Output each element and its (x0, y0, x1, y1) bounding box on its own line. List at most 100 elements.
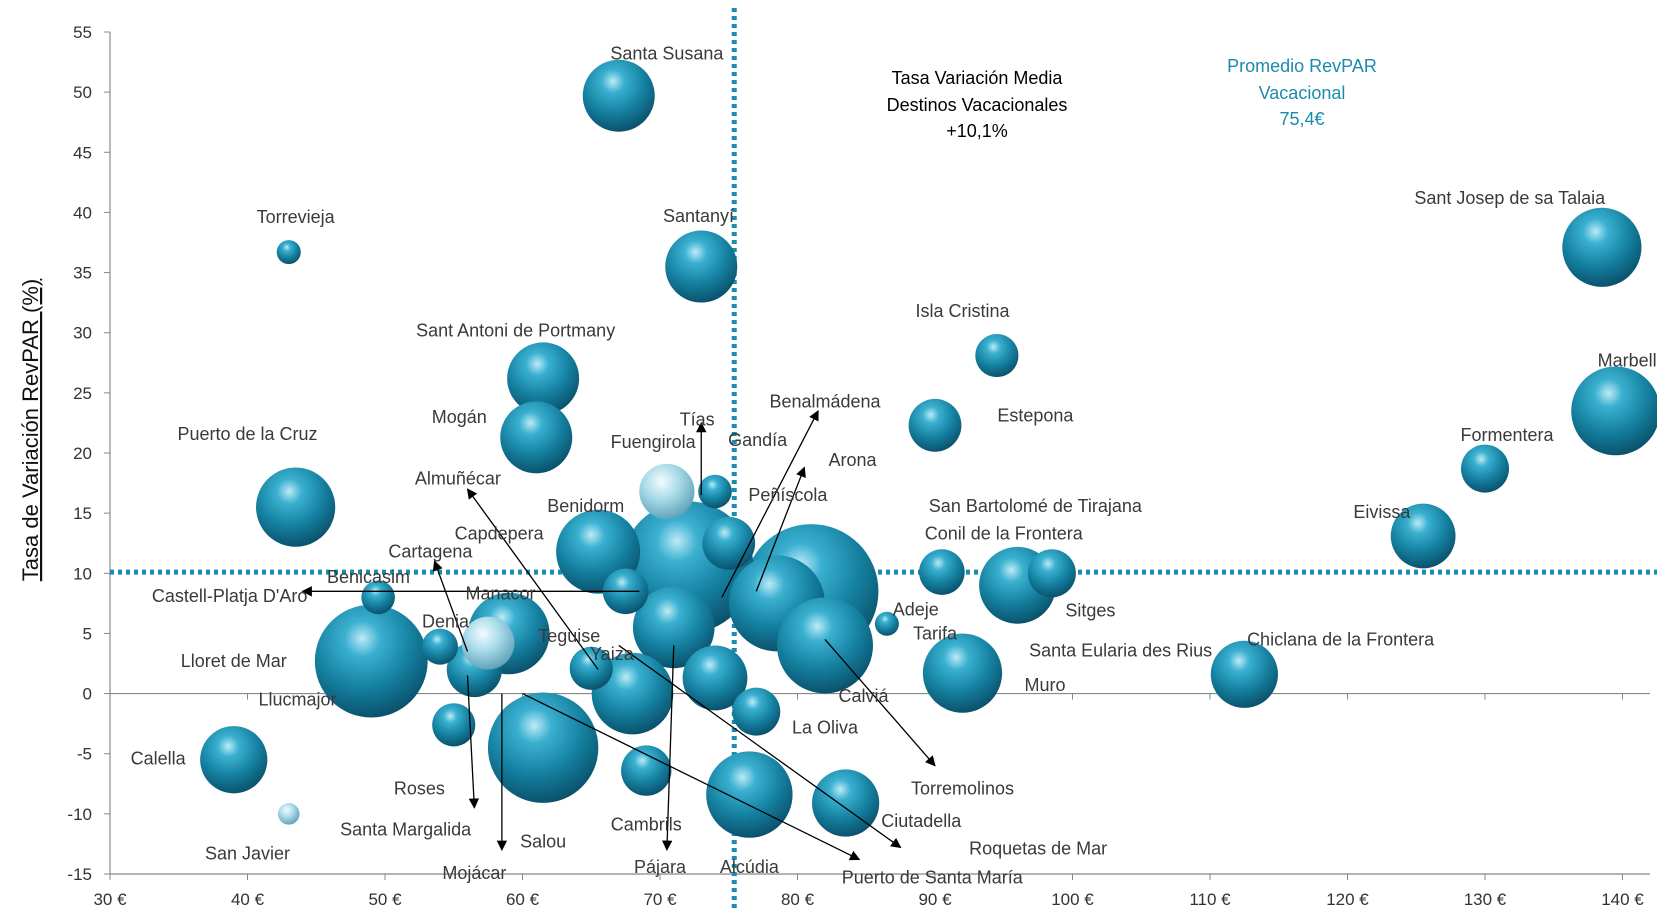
bubble-label: Puerto de Santa María (842, 868, 1024, 888)
bubble-label: Adeje (893, 599, 939, 619)
label-arrow (661, 645, 675, 851)
y-tick-label: -5 (77, 745, 92, 764)
bubble-label: Torremolinos (911, 779, 1014, 799)
label-arrow (466, 488, 599, 670)
label-arrow (824, 639, 936, 767)
bubble-torrevieja (276, 240, 301, 265)
bubble-label: Santanyí (663, 206, 734, 226)
bubble-calella (200, 726, 268, 794)
bubble-label: Lloret de Mar (181, 651, 287, 671)
bubble-label: Mogán (432, 407, 487, 427)
bubble-label: Santa Eularia des Rius (1029, 640, 1212, 660)
y-tick-label: 25 (73, 384, 92, 403)
bubble-sant-antoni-de-portmany (507, 342, 580, 415)
bubble-label: Sitges (1065, 601, 1115, 621)
label-arrow (721, 409, 819, 598)
bubble-calvi- (777, 597, 873, 694)
y-tick-label: 35 (73, 264, 92, 283)
bubble-label: Alcúdia (720, 857, 780, 877)
y-axis-ticks: -15 -10 -5 0 5 10 15 20 25 30 35 40 45 50 55 (67, 23, 110, 884)
bubble-label: Capdepera (455, 524, 545, 544)
x-tick-label: 70 € (643, 890, 677, 909)
bubble-label: Salou (520, 832, 566, 852)
bubble-puerto-de-la-cruz (256, 467, 336, 547)
y-tick-label: 0 (83, 685, 92, 704)
x-tick-label: 30 € (93, 890, 127, 909)
bubble-cambrils (621, 745, 672, 796)
average-variation-line-1: Tasa Variación Media (892, 68, 1064, 88)
bubble-salou (487, 692, 599, 803)
bubble-tarifa (922, 633, 1003, 713)
bubble-label: Gandía (728, 430, 788, 450)
label-arrow (522, 692, 861, 861)
average-revpar-annotation: Promedio RevPAR Vacacional 75,4€ (1227, 56, 1377, 129)
bubble-label: Cambrils (611, 815, 682, 835)
bubble-label: Conil de la Frontera (925, 524, 1084, 544)
bubble-label: Fuengirola (611, 432, 697, 452)
bubble-pe-scola (702, 516, 756, 570)
x-tick-label: 40 € (231, 890, 265, 909)
bubble-eivissa (1390, 503, 1456, 569)
bubble-label: Yaiza (590, 644, 635, 664)
bubble-label: Formentera (1460, 425, 1554, 445)
bubble-alc-dia (706, 751, 793, 838)
bubble-label: Calviá (838, 686, 889, 706)
label-arrow (618, 644, 902, 849)
bubble-label: Isla Cristina (915, 301, 1010, 321)
bubble-teguise (632, 586, 715, 669)
bubble-label: Chiclana de la Frontera (1247, 629, 1435, 649)
x-axis-ticks: 30 € 40 € 50 € 60 € 70 € 80 € 90 € 100 € 110 € 12… (93, 693, 1644, 909)
bubble-label: Roquetas de Mar (969, 839, 1107, 859)
bubble-conil-de-la-frontera (919, 549, 965, 595)
bubble-cartagena (422, 628, 458, 665)
label-arrow (755, 466, 806, 592)
bubble-yaiza (569, 646, 613, 690)
bubble-denia (461, 616, 515, 670)
average-variation-line-2: Destinos Vacacionales (887, 95, 1068, 115)
bubble-marbella (1571, 366, 1657, 456)
x-tick-label: 100 € (1051, 890, 1094, 909)
bubble-roses (432, 703, 476, 747)
bubble-labels: Santa Susana Torrevieja Santanyí Sant Josep… (131, 44, 1657, 888)
bubble-label: Santa Susana (610, 44, 724, 64)
y-tick-label: 55 (73, 23, 92, 42)
reference-lines (110, 8, 1657, 910)
bubble-label: Llucmajor (259, 690, 337, 710)
average-variation-line-3: +10,1% (946, 121, 1008, 141)
bubble-formentera (1461, 444, 1509, 493)
bubble-gand-a (698, 474, 732, 509)
bubble-label: Puerto de la Cruz (177, 424, 317, 444)
x-tick-label: 110 € (1189, 890, 1231, 909)
bubble-label: Eivissa (1353, 502, 1411, 522)
bubble-benicasim (361, 580, 395, 615)
bubble-label: Tías (680, 409, 715, 429)
bubble-san-javier (277, 803, 300, 825)
y-tick-label: 10 (73, 564, 92, 583)
bubble-label: Estepona (997, 406, 1074, 426)
bubble-label: Sant Josep de sa Talaia (1414, 188, 1606, 208)
bubble-label: Benicasim (327, 567, 410, 587)
bubble-label: La Oliva (792, 717, 859, 737)
bubble-adeje (874, 611, 899, 636)
y-tick-label: 30 (73, 324, 92, 343)
bubble-sant-josep-de-sa-talaia (1562, 207, 1642, 287)
y-tick-label: 20 (73, 444, 92, 463)
bubble-t-as (682, 645, 748, 711)
bubble-estepona (908, 398, 962, 452)
bubble-label: Sant Antoni de Portmany (416, 320, 615, 340)
bubble-mog-n (500, 401, 573, 474)
average-revpar-line-3: 75,4€ (1279, 109, 1324, 129)
bubble-label: Torrevieja (257, 207, 336, 227)
bubble-label: Denia (422, 611, 470, 631)
bubble-label: Pájara (634, 857, 687, 877)
bubble-label: Manacor (465, 584, 535, 604)
x-tick-label: 130 € (1464, 890, 1507, 909)
x-tick-label: 140 € (1601, 890, 1644, 909)
bubble-label: Santa Margalida (340, 819, 472, 839)
x-tick-label: 50 € (368, 890, 402, 909)
bubble-label: Benalmádena (769, 391, 881, 411)
x-tick-label: 90 € (918, 890, 952, 909)
bubble-label: Tarifa (913, 623, 958, 643)
bubble-chiclana-de-la-frontera (1210, 640, 1278, 708)
y-tick-label: 45 (73, 143, 92, 162)
